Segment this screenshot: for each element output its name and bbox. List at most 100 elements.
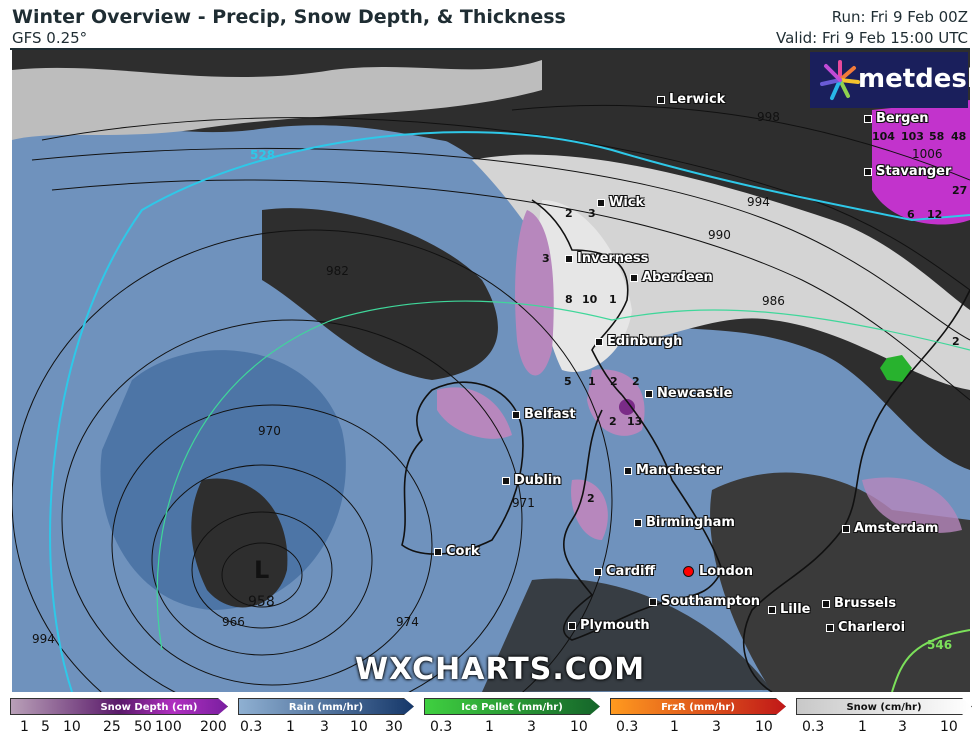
city-marker-icon bbox=[630, 273, 638, 282]
thickness-label: 528 bbox=[250, 148, 276, 162]
run-time: Run: Fri 9 Feb 00Z bbox=[831, 8, 968, 26]
isobar-label: 998 bbox=[757, 110, 780, 124]
thickness-label: 546 bbox=[927, 638, 953, 652]
snow-depth-value: 8 bbox=[565, 293, 573, 306]
legend-tick: 10 bbox=[63, 719, 81, 735]
snow-area bbox=[472, 154, 970, 390]
city-marker-icon bbox=[512, 410, 520, 419]
city-dublin: Dublin bbox=[502, 473, 562, 488]
city-london: London bbox=[683, 564, 753, 579]
snow-depth-value: 1 bbox=[609, 293, 617, 306]
city-inverness: Inverness bbox=[565, 251, 648, 266]
city-southampton: Southampton bbox=[649, 594, 760, 609]
snow-depth-pennines bbox=[587, 369, 645, 436]
snow-depth-value: 6 bbox=[907, 208, 915, 221]
snow-depth-value: 3 bbox=[542, 252, 550, 265]
city-manchester: Manchester bbox=[624, 463, 722, 478]
city-marker-icon bbox=[502, 476, 510, 485]
city-marker-icon bbox=[864, 114, 872, 123]
snow-depth-value: 2 bbox=[610, 375, 618, 388]
coast-ireland bbox=[401, 381, 524, 555]
model-name: GFS 0.25° bbox=[12, 29, 88, 47]
legend-tick: 3 bbox=[527, 719, 536, 735]
city-wick: Wick bbox=[597, 195, 644, 210]
snow-depth-value: 5 bbox=[564, 375, 572, 388]
isobar-label: 974 bbox=[396, 615, 419, 629]
dry-south bbox=[482, 578, 772, 692]
isobar-label: 994 bbox=[747, 195, 770, 209]
city-aberdeen: Aberdeen bbox=[630, 270, 713, 285]
city-bergen: Bergen bbox=[864, 111, 929, 126]
snow-depth-value: 1 bbox=[588, 375, 596, 388]
snow-depth-value: 13 bbox=[627, 415, 643, 428]
legend-tick: 10 bbox=[755, 719, 773, 735]
city-marker-icon bbox=[434, 547, 442, 556]
city-marker-icon bbox=[595, 337, 603, 346]
city-marker-icon bbox=[634, 518, 642, 527]
legend-tick: 3 bbox=[898, 719, 907, 735]
legend-bar-rain: Rain (mm/hr) bbox=[238, 698, 414, 715]
logo-burst-icon bbox=[820, 60, 860, 100]
city-marker-icon bbox=[597, 198, 605, 207]
legend-bar-freezing-rain: FrzR (mm/hr) bbox=[610, 698, 786, 715]
snow-depth-value: 2 bbox=[952, 335, 960, 348]
legend: Snow Depth (cm) 1 5 10 25 50 100 200 Rai… bbox=[0, 698, 980, 738]
map-layers bbox=[12, 50, 970, 692]
legend-tick: 10 bbox=[940, 719, 958, 735]
snow-depth-value: 2 bbox=[632, 375, 640, 388]
legend-bar-ice-pellet: Ice Pellet (mm/hr) bbox=[424, 698, 600, 715]
isobar-label: 970 bbox=[258, 424, 281, 438]
isobar-label: 1006 bbox=[912, 147, 943, 161]
city-marker-icon bbox=[826, 623, 834, 632]
weather-map: 998 994 990 986 982 970 971 966 974 994 … bbox=[12, 50, 970, 692]
city-charleroi: Charleroi bbox=[826, 620, 905, 635]
legend-tick: 3 bbox=[712, 719, 721, 735]
snow-north bbox=[12, 60, 542, 140]
valid-time: Valid: Fri 9 Feb 15:00 UTC bbox=[776, 29, 968, 47]
low-pressure-symbol: L bbox=[254, 556, 270, 584]
snow-depth-value: 48 bbox=[951, 130, 967, 143]
legend-tick: 200 bbox=[200, 719, 227, 735]
legend-tick: 0.3 bbox=[240, 719, 263, 735]
city-marker-icon bbox=[594, 567, 602, 576]
legend-tick: 10 bbox=[570, 719, 588, 735]
thickness-528 bbox=[49, 131, 970, 692]
legend-tick: 0.3 bbox=[430, 719, 453, 735]
snow-depth-peak bbox=[619, 399, 635, 415]
legend-tick: 1 bbox=[858, 719, 867, 735]
legend-tick: 0.3 bbox=[616, 719, 639, 735]
legend-tick: 1 bbox=[286, 719, 295, 735]
dry-low-centre bbox=[191, 478, 288, 608]
snow-depth-value: 2 bbox=[609, 415, 617, 428]
city-lille: Lille bbox=[768, 602, 810, 617]
thickness-546 bbox=[891, 629, 970, 692]
isobar-label: 994 bbox=[32, 632, 55, 646]
city-marker-icon bbox=[645, 389, 653, 398]
logo-text: metdesk bbox=[858, 64, 980, 94]
coast-england bbox=[562, 394, 723, 641]
city-cork: Cork bbox=[434, 544, 480, 559]
city-marker-icon bbox=[842, 524, 850, 533]
city-marker-icon bbox=[565, 254, 573, 263]
isobar-label: 986 bbox=[762, 294, 785, 308]
snow-depth-value: 104 bbox=[872, 130, 895, 143]
legend-tick: 10 bbox=[350, 719, 368, 735]
legend-tick: 5 bbox=[41, 719, 50, 735]
snow-depth-value: 58 bbox=[929, 130, 945, 143]
legend-tick: 1 bbox=[670, 719, 679, 735]
city-marker-icon bbox=[822, 599, 830, 608]
city-plymouth: Plymouth bbox=[568, 618, 650, 633]
isobars bbox=[12, 105, 970, 692]
legend-tick: 30 bbox=[385, 719, 403, 735]
city-edinburgh: Edinburgh bbox=[595, 334, 682, 349]
coast-scotland bbox=[531, 199, 629, 396]
header-divider bbox=[10, 48, 970, 50]
city-marker-icon bbox=[649, 597, 657, 606]
isobar-label: 971 bbox=[512, 496, 535, 510]
snow-depth-ireland bbox=[437, 387, 512, 439]
snow-depth-value: 12 bbox=[927, 208, 943, 221]
city-birmingham: Birmingham bbox=[634, 515, 735, 530]
low-pressure-value: 958 bbox=[248, 594, 275, 610]
chart-title: Winter Overview - Precip, Snow Depth, & … bbox=[12, 6, 566, 28]
dry-scotland-west bbox=[262, 208, 498, 380]
